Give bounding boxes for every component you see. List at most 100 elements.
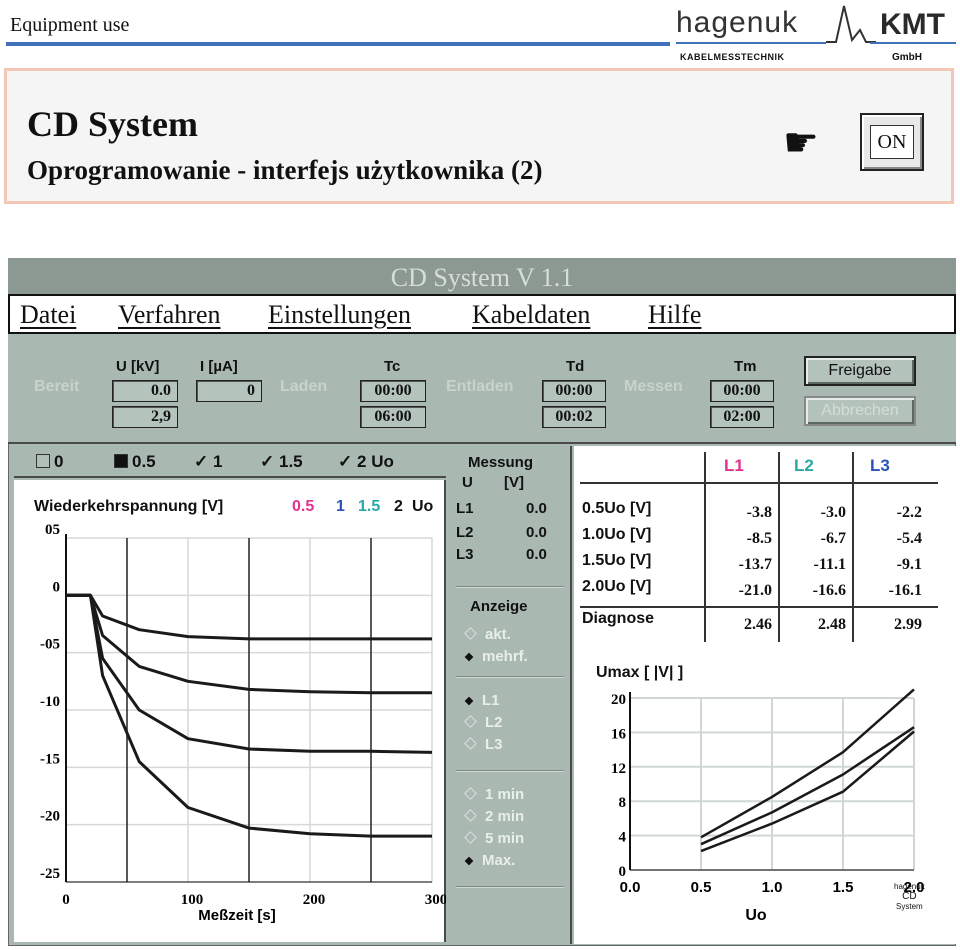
menu-einstellungen[interactable]: Einstellungen	[268, 300, 411, 329]
company-subtitle: GmbH	[892, 52, 922, 63]
control-panel: Bereit U [kV] 0.0 2,9 I [µA] 0 Laden Tc …	[8, 334, 956, 444]
u-value-field: 0.0	[112, 380, 178, 402]
check-icon: ✓	[338, 452, 353, 471]
recovery-voltage-panel: Wiederkehrspannung [V] 0.5 1 1.5 2 Uo 05…	[14, 480, 446, 942]
messung-row-value: 0.0	[526, 524, 547, 541]
brand-wave-icon	[826, 5, 876, 43]
x-tick-label: 0	[62, 892, 70, 908]
y-tick-label: 8	[619, 795, 627, 811]
anzeige-title: Anzeige	[470, 598, 528, 615]
option-15-label: 1.5	[278, 452, 303, 471]
logo-line: hagenuk	[894, 882, 925, 891]
radio-max-label: Max.	[482, 852, 516, 869]
radio-l2[interactable]: L2	[464, 714, 503, 731]
status-bereit: Bereit	[34, 378, 80, 395]
check-icon: ✓	[194, 452, 209, 471]
diag-cell: -16.6	[812, 582, 846, 599]
radio-selected-icon	[464, 696, 474, 706]
umax-chart: 20 16 12 8 4 00.0 0.5 1.0 1.5 2.0 Uo	[611, 688, 924, 924]
radio-icon	[464, 809, 477, 822]
status-laden: Laden	[280, 378, 328, 395]
i-label: I [µA]	[200, 358, 238, 375]
status-entladen: Entladen	[446, 378, 514, 395]
radio-2min[interactable]: 2 min	[464, 808, 524, 825]
messung-col-u: U	[462, 474, 473, 491]
series-line	[66, 593, 432, 641]
radio-icon	[464, 715, 477, 728]
window-title: CD System V 1.1	[390, 263, 574, 292]
tm-label: Tm	[734, 358, 757, 375]
option-05[interactable]: 0.5	[114, 452, 156, 472]
x-tick-label: 1.5	[833, 879, 854, 896]
radio-selected-icon	[464, 652, 474, 662]
option-0-label: 0	[54, 452, 64, 471]
company-logo: KMT	[880, 8, 945, 41]
diag-cell: -5.4	[896, 530, 922, 547]
u-set-field[interactable]: 2,9	[112, 406, 178, 428]
radio-5min[interactable]: 5 min	[464, 830, 524, 847]
diag-cell: -3.8	[746, 504, 772, 521]
header-left-text: Equipment use	[10, 14, 130, 36]
diagnose-panel: L1 L2 L3 0.5Uo [V] -3.8 -3.0 -2.2 1.0Uo …	[574, 446, 956, 944]
radio-akt[interactable]: akt.	[464, 626, 511, 643]
x-tick-label: 0.5	[691, 879, 712, 896]
cd-system-logo: hagenuk CD System	[894, 882, 925, 912]
separator	[456, 770, 564, 772]
y-tick-label: -05	[40, 637, 60, 653]
i-value-field: 0	[196, 380, 262, 402]
x-tick-label: 100	[181, 892, 204, 908]
table-footer-line	[580, 606, 938, 608]
radio-mehrf[interactable]: mehrf.	[464, 648, 528, 665]
y-tick-label: 16	[611, 726, 627, 742]
diagnose-value: 2.48	[818, 616, 846, 633]
td-value-field: 00:00	[542, 380, 606, 402]
x-tick-label: 200	[303, 892, 326, 908]
x-tick-label: 1.0	[762, 879, 783, 896]
tc-set-field[interactable]: 06:00	[360, 406, 426, 428]
diagnose-value: 2.99	[894, 616, 922, 633]
on-button[interactable]: ON	[860, 113, 924, 171]
td-set-field[interactable]: 00:02	[542, 406, 606, 428]
freigabe-button[interactable]: Freigabe	[804, 356, 916, 386]
option-2-label: 2	[356, 452, 367, 471]
option-2[interactable]: ✓ 2 Uo	[338, 452, 394, 472]
radio-l3[interactable]: L3	[464, 736, 503, 753]
abbrechen-button[interactable]: Abbrechen	[804, 396, 916, 426]
diag-cell: -6.7	[820, 530, 846, 547]
legend-uo: Uo	[412, 498, 434, 515]
table-divider	[852, 452, 854, 642]
radio-l1[interactable]: L1	[464, 692, 500, 709]
option-15[interactable]: ✓ 1.5	[260, 452, 303, 472]
option-0[interactable]: 0	[36, 452, 63, 472]
menu-datei[interactable]: Datei	[20, 300, 77, 329]
diag-cell: -9.1	[896, 556, 922, 573]
legend-05: 0.5	[292, 498, 315, 515]
menu-kabeldaten[interactable]: Kabeldaten	[472, 300, 591, 329]
diag-cell: -3.0	[820, 504, 846, 521]
series-line	[700, 688, 915, 839]
y-tick-label: 4	[619, 830, 627, 846]
messung-row-name: L2	[456, 524, 474, 541]
diag-cell: -2.2	[896, 504, 922, 521]
radio-1min[interactable]: 1 min	[464, 786, 524, 803]
messung-row-value: 0.0	[526, 500, 547, 517]
diag-row-label: 0.5Uo [V]	[582, 500, 652, 517]
menu-verfahren[interactable]: Verfahren	[118, 300, 221, 329]
diag-row-label: 1.0Uo [V]	[582, 526, 652, 543]
tm-set-field[interactable]: 02:00	[710, 406, 774, 428]
x-tick-label: 0.0	[620, 879, 641, 896]
y-tick-label: 12	[611, 761, 626, 777]
tm-value-field: 00:00	[710, 380, 774, 402]
curve-selection-row: 0 0.5 ✓ 1 ✓ 1.5 ✓ 2 Uo	[14, 448, 446, 478]
header-divider	[6, 42, 670, 46]
diag-cell: -21.0	[738, 582, 772, 599]
measurement-column: Messung U [V] L1 0.0 L2 0.0 L3 0.0 Anzei…	[448, 446, 572, 944]
slide-subtitle: Oprogramowanie - interfejs użytkownika (…	[27, 155, 543, 185]
radio-mehrf-label: mehrf.	[482, 648, 528, 665]
option-1[interactable]: ✓ 1	[194, 452, 222, 472]
radio-max[interactable]: Max.	[464, 852, 516, 869]
y-tick-label: -20	[40, 809, 60, 825]
messung-row-name: L1	[456, 500, 474, 517]
menu-hilfe[interactable]: Hilfe	[648, 300, 702, 329]
